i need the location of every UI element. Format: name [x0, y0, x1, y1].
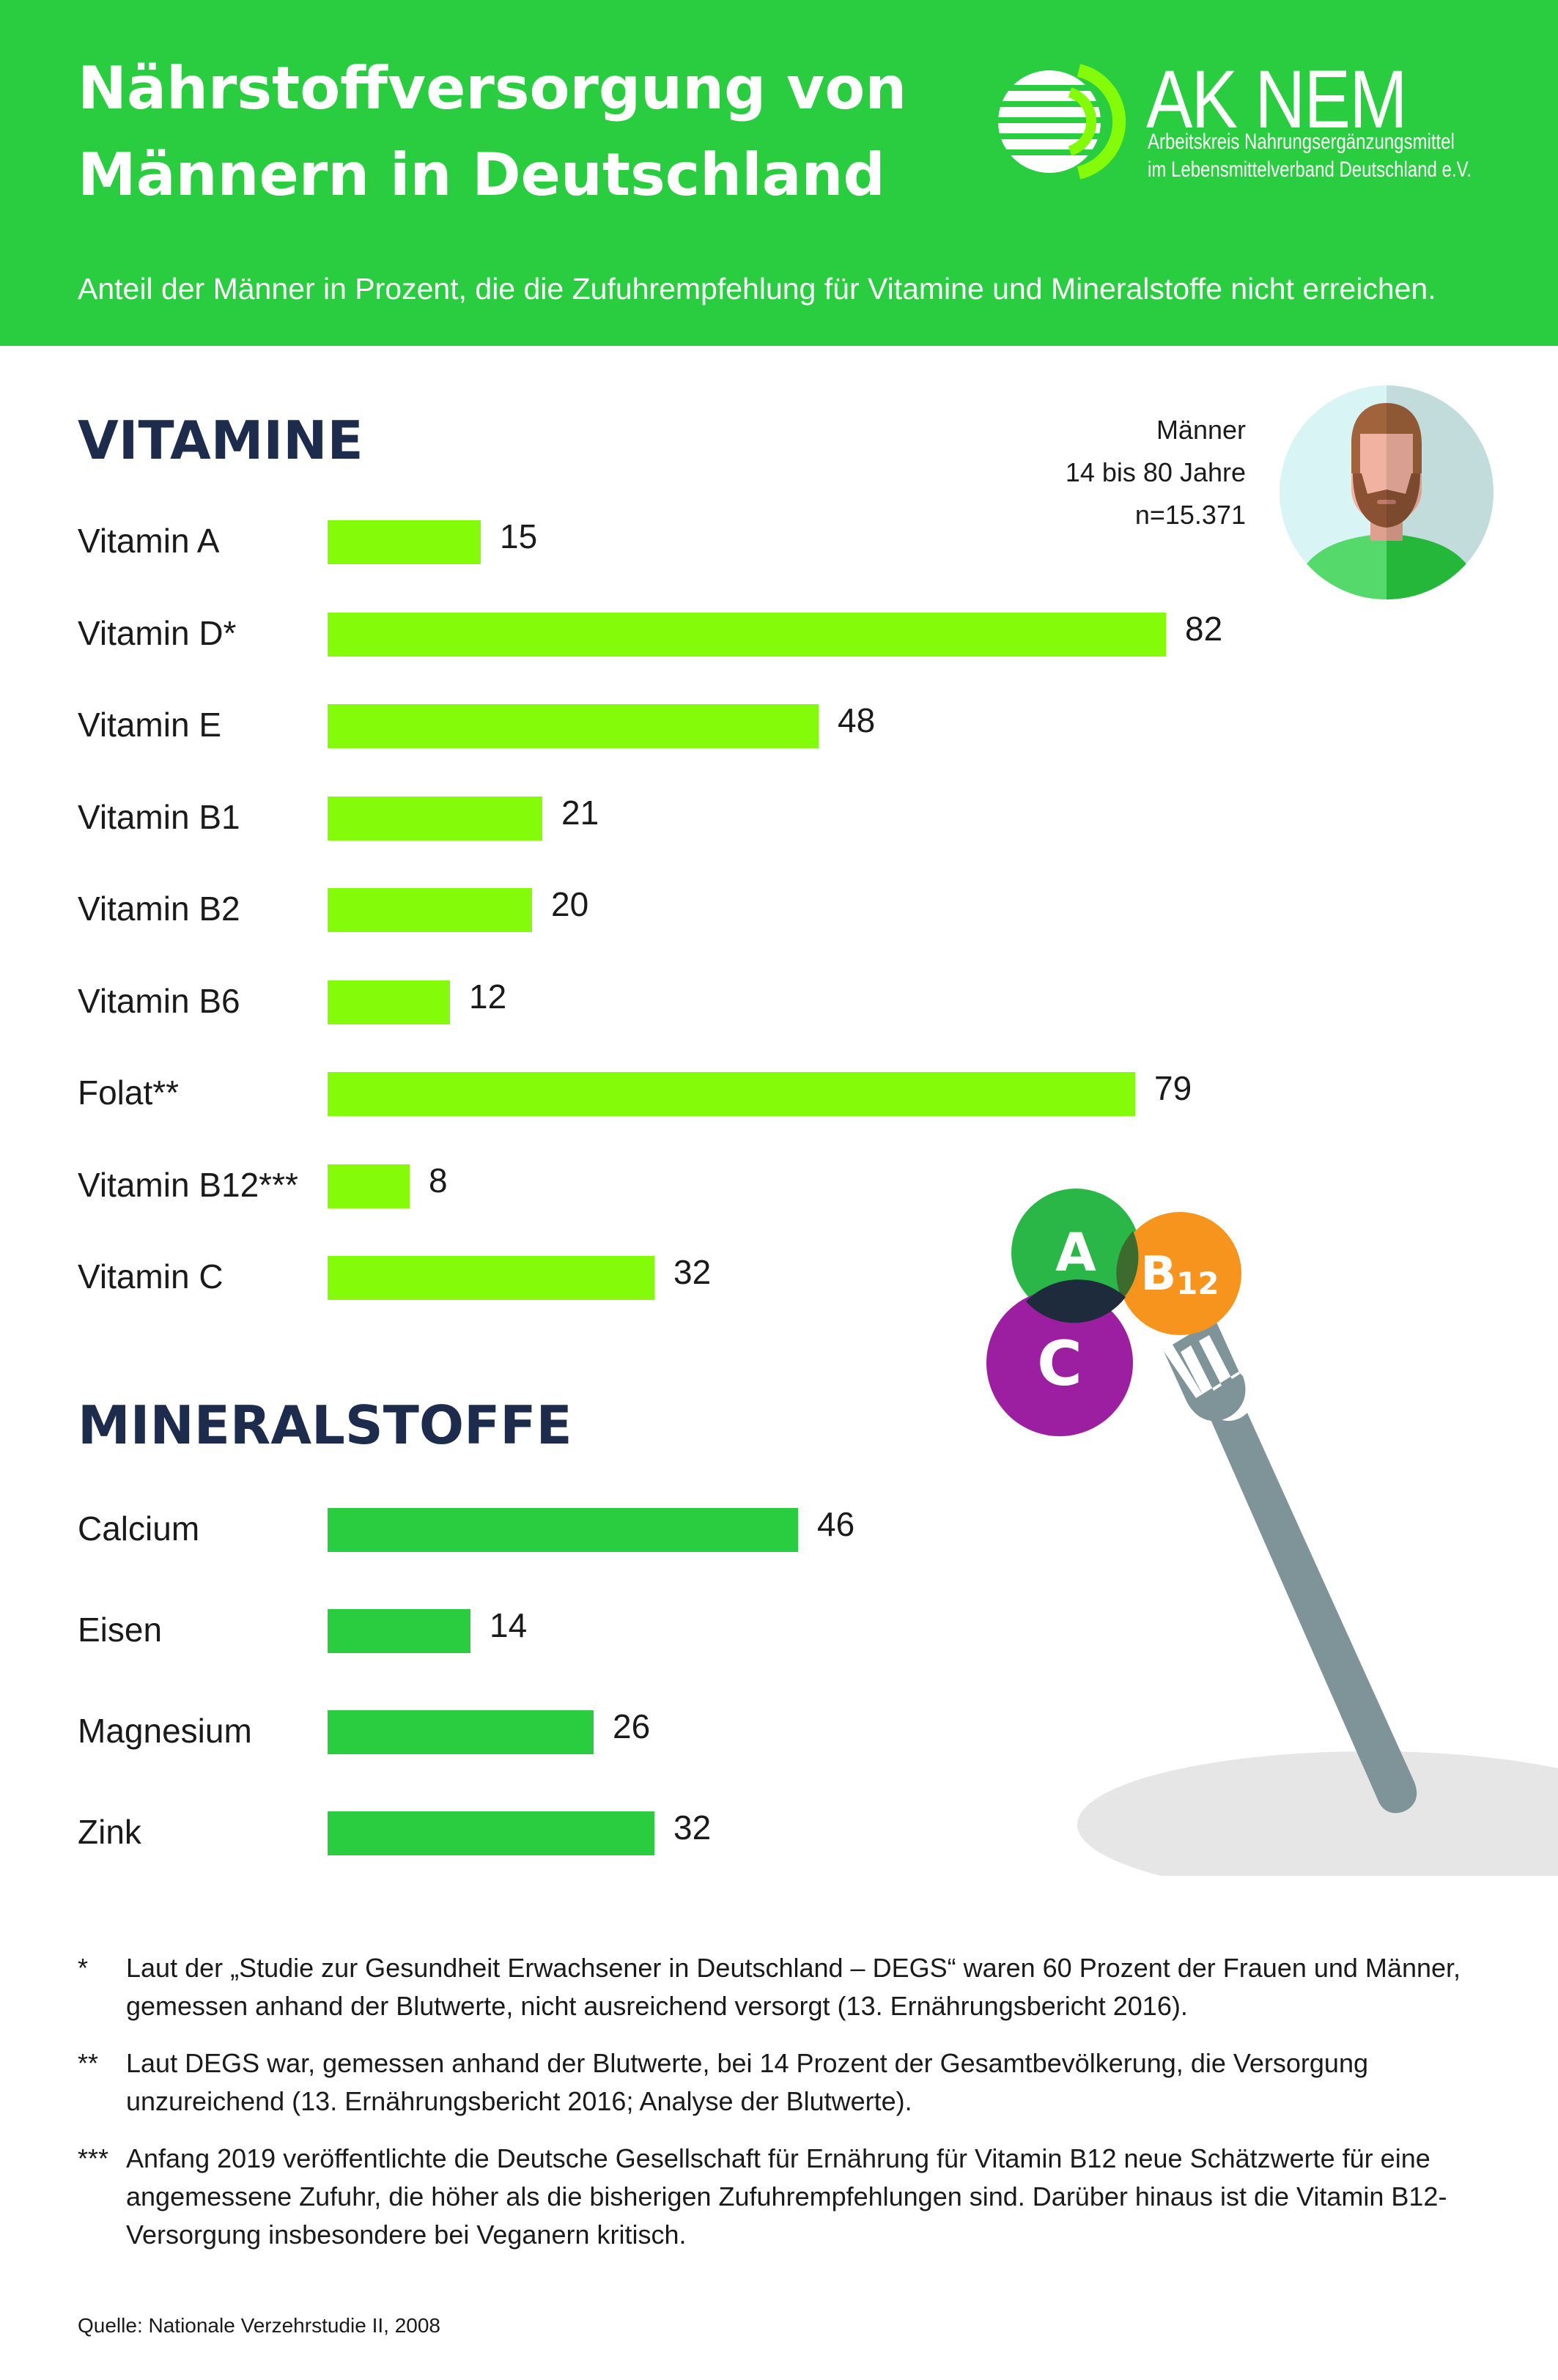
value-label: 21 — [561, 794, 599, 832]
footnote-marker: *** — [78, 2143, 109, 2173]
value-label: 12 — [469, 978, 507, 1016]
page-title: Nährstoffversorgung von Männern in Deuts… — [78, 45, 920, 218]
value-label: 20 — [551, 885, 589, 923]
category-label: Vitamin B1 — [78, 798, 240, 836]
value-label: 32 — [673, 1808, 712, 1847]
bar-row: Vitamin D* 82 — [0, 610, 1558, 657]
category-label: Eisen — [78, 1611, 163, 1649]
bar-row: Vitamin C 32 — [0, 1253, 1558, 1300]
persona-sample-size: n=15.371 — [1134, 500, 1246, 530]
value-label: 15 — [500, 517, 538, 555]
mineralstoffe-heading: MINERALSTOFFE — [78, 1394, 572, 1456]
value-label: 26 — [613, 1707, 651, 1745]
header-banner: Nährstoffversorgung von Männern in Deuts… — [0, 0, 1558, 346]
source-note: Quelle: Nationale Verzehrstudie II, 2008 — [78, 2314, 440, 2337]
footnote-2: ** Laut DEGS war, gemessen anhand der Bl… — [78, 2044, 1499, 2121]
value-label: 82 — [1185, 610, 1223, 648]
footnote-1: * Laut der „Studie zur Gesundheit Erwach… — [78, 1949, 1499, 2025]
plate-shadow — [1077, 1751, 1558, 1876]
man-avatar-icon — [1280, 385, 1494, 599]
vitamin-c-ball — [986, 1290, 1133, 1436]
bar-row: Vitamin B1 21 — [0, 794, 1558, 840]
persona-group: Männer — [1156, 415, 1246, 445]
bar — [328, 1164, 410, 1208]
bar — [328, 1710, 594, 1754]
value-label: 14 — [490, 1606, 528, 1644]
fork-vitamin-illustration: A B12 C — [986, 1189, 1558, 1876]
fork-icon — [1164, 1319, 1417, 1814]
logo-name: AK NEM — [1146, 53, 1407, 145]
bar-row: Vitamin B12*** 8 — [0, 1161, 1558, 1208]
bar — [328, 1508, 798, 1552]
category-label: Folat** — [78, 1073, 180, 1112]
page-subtitle: Anteil der Männer in Prozent, die die Zu… — [78, 272, 1436, 306]
category-label: Magnesium — [78, 1712, 252, 1750]
bar — [328, 1256, 654, 1300]
vitamin-b-label: B12 — [1140, 1247, 1219, 1301]
vitamine-heading: VITAMINE — [78, 410, 363, 471]
category-label: Vitamin E — [78, 706, 222, 744]
category-label: Vitamin B12*** — [78, 1166, 298, 1204]
value-label: 46 — [817, 1505, 855, 1543]
category-label: Vitamin D* — [78, 614, 237, 652]
bar — [328, 797, 542, 840]
footnote-text: Laut DEGS war, gemessen anhand der Blutw… — [126, 2048, 1368, 2116]
category-label: Vitamin A — [78, 522, 220, 560]
vitamin-b-letter: B — [1140, 1247, 1176, 1301]
logo-tagline-1: Arbeitskreis Nahrungsergänzungsmittel — [1148, 130, 1455, 154]
bar-row: Vitamin B2 20 — [0, 885, 1558, 932]
value-label: 32 — [673, 1253, 712, 1291]
category-label: Vitamin B2 — [78, 890, 240, 928]
vitamin-b-subscript: 12 — [1176, 1265, 1219, 1301]
bar — [328, 613, 1166, 657]
value-label: 8 — [429, 1161, 448, 1200]
footnote-text: Anfang 2019 veröffentlichte die Deutsche… — [126, 2143, 1447, 2250]
footnote-text: Laut der „Studie zur Gesundheit Erwachse… — [126, 1953, 1461, 2021]
vitamin-b12-ball — [1118, 1212, 1241, 1335]
footnote-marker: ** — [78, 2048, 99, 2078]
footnote-3: *** Anfang 2019 veröffentlichte die Deut… — [78, 2140, 1499, 2254]
footnote-marker: * — [78, 1953, 89, 1983]
category-label: Calcium — [78, 1509, 200, 1548]
bar — [328, 1072, 1135, 1116]
persona-info: Männer 14 bis 80 Jahre n=15.371 — [997, 409, 1246, 536]
value-label: 79 — [1154, 1069, 1192, 1107]
bar — [328, 980, 450, 1024]
bar — [328, 1609, 470, 1653]
persona-age-range: 14 bis 80 Jahre — [1065, 457, 1246, 487]
bar — [328, 1811, 654, 1855]
bar-row: Folat** 79 — [0, 1069, 1558, 1116]
title-line-2: Männern in Deutschland — [78, 141, 885, 209]
bar — [328, 520, 481, 564]
bar-row: Vitamin A 15 — [0, 517, 1558, 564]
bar — [328, 704, 819, 748]
category-label: Zink — [78, 1813, 141, 1851]
bar-row: Calcium 46 — [0, 1505, 1558, 1552]
vitamin-c-label: C — [1037, 1328, 1082, 1400]
ak-nem-logo-icon — [997, 64, 1126, 180]
vitamin-a-label: A — [1055, 1222, 1096, 1283]
value-label: 48 — [838, 701, 876, 739]
ak-nem-logo: AK NEM Arbeitskreis Nahrungsergänzungsmi… — [997, 56, 1524, 188]
bar-row: Vitamin B6 12 — [0, 978, 1558, 1024]
bar-row: Eisen 14 — [0, 1606, 1558, 1653]
category-label: Vitamin B6 — [78, 982, 240, 1020]
category-label: Vitamin C — [78, 1257, 224, 1296]
bar-row: Zink 32 — [0, 1808, 1558, 1855]
bar — [328, 888, 532, 932]
title-line-1: Nährstoffversorgung von — [78, 54, 907, 122]
vitamin-a-ball — [1011, 1189, 1140, 1318]
bar-row: Vitamin E 48 — [0, 701, 1558, 748]
bar-row: Magnesium 26 — [0, 1707, 1558, 1754]
logo-tagline-2: im Lebensmittelverband Deutschland e.V. — [1148, 158, 1472, 182]
